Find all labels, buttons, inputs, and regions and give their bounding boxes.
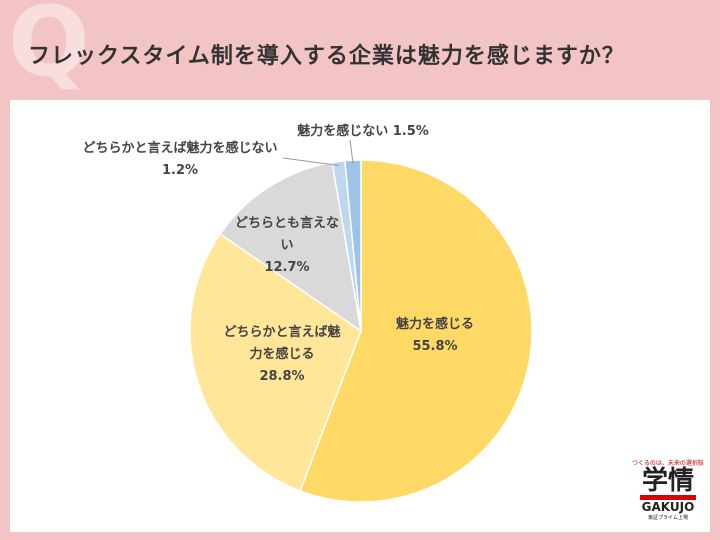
- logo-roman: GAKUJO: [641, 500, 695, 514]
- logo-note: 東証プライム上場: [648, 515, 688, 521]
- value-label: 55.8%: [412, 339, 458, 354]
- q-decoration: Q: [8, 0, 90, 98]
- slice-label: 魅力を感じる 55.8%: [395, 314, 475, 358]
- category-label: 魅力を感じない: [297, 124, 389, 139]
- pie-slice: [189, 232, 362, 492]
- leader-line: [282, 157, 340, 166]
- logo-bar: [640, 495, 696, 500]
- value-label: 1.2%: [161, 163, 199, 178]
- logo-tagline: つくるのは、未来の選択肢: [632, 460, 704, 467]
- pie-slice: [219, 161, 363, 333]
- value-label: 28.8%: [259, 369, 305, 384]
- slice-label: 魅力を感じない 1.5%: [288, 121, 438, 143]
- value-label: 1.5%: [392, 124, 429, 139]
- chart-title: フレックスタイム制を導入する企業は魅力を感じますか？: [28, 44, 625, 69]
- value-label: 12.7%: [264, 260, 310, 275]
- category-label: どちらとも言えない: [234, 216, 339, 253]
- logo-name: 学情: [641, 466, 694, 496]
- category-label: どちらかと言えば魅力を感じる: [223, 325, 341, 362]
- category-label: 魅力を感じる: [395, 317, 474, 332]
- slice-label: どちらとも言えない 12.7%: [232, 213, 342, 279]
- leader-line: [349, 139, 354, 165]
- category-label: どちらかと言えば魅力を感じない: [82, 141, 278, 156]
- logo: つくるのは、未来の選択肢 学情 GAKUJO 東証プライム上場: [628, 458, 708, 521]
- pie-slice: [299, 159, 533, 503]
- slice-label: どちらかと言えば魅力を感じる 28.8%: [222, 322, 342, 388]
- slice-label: どちらかと言えば魅力を感じない 1.2%: [80, 138, 280, 182]
